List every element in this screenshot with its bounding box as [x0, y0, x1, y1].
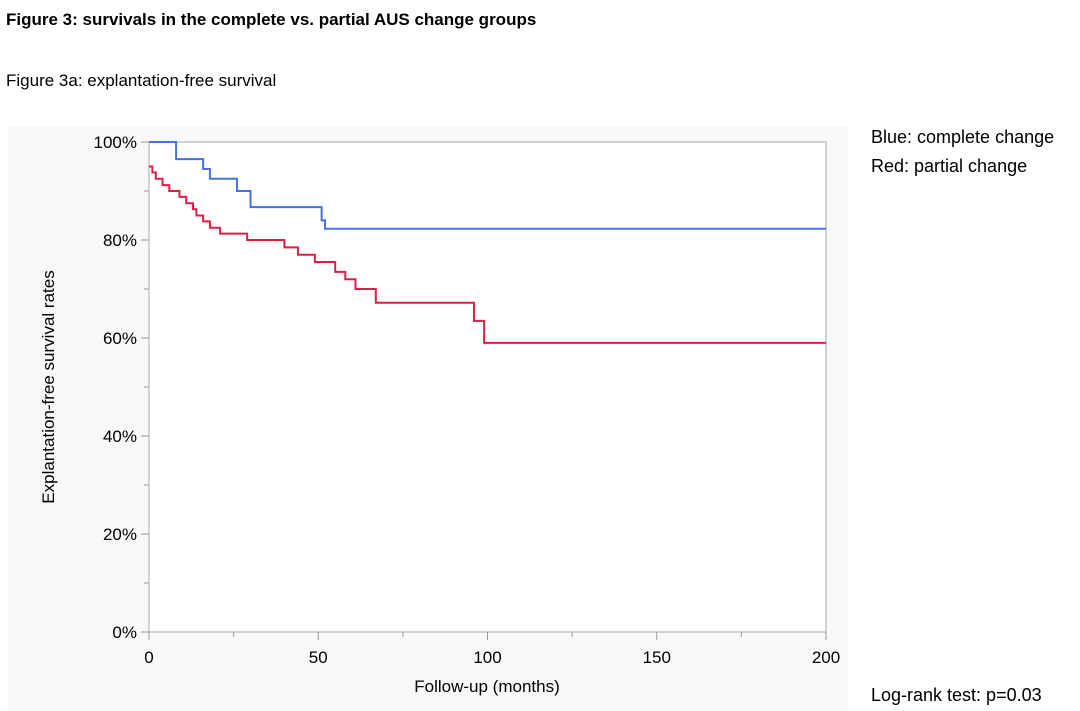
- series-line-partial-change: [149, 165, 826, 344]
- x-tick-label: 100: [473, 648, 501, 667]
- y-tick-label: 20%: [103, 525, 137, 544]
- y-axis-label: Explantation-free survival rates: [39, 270, 58, 503]
- figure-title: Figure 3: survivals in the complete vs. …: [6, 10, 537, 29]
- x-tick-label: 0: [144, 648, 153, 667]
- logrank-annotation: Log-rank test: p=0.03: [871, 685, 1042, 705]
- x-tick-label: 150: [643, 648, 671, 667]
- legend-blue-label: Blue: complete change: [871, 127, 1055, 147]
- x-axis-label: Follow-up (months): [414, 677, 560, 696]
- x-tick-label: 50: [309, 648, 328, 667]
- figure-subtitle: Figure 3a: explantation-free survival: [6, 71, 277, 90]
- y-tick-label: 80%: [103, 231, 137, 250]
- y-tick-label: 40%: [103, 427, 137, 446]
- survival-chart: 0% 20% 40% 60% 80% 100% 0 50 100 150 200 Follow-u…: [39, 133, 840, 696]
- plot-area: [148, 141, 827, 633]
- x-tick-label: 200: [812, 648, 840, 667]
- series-layer: [149, 141, 826, 344]
- series-line-complete-change: [149, 141, 826, 230]
- chart-panel: 0% 20% 40% 60% 80% 100% 0 50 100 150 200 Follow-u…: [8, 126, 848, 711]
- x-axis: 0 50 100 150 200: [144, 632, 840, 667]
- y-axis: 0% 20% 40% 60% 80% 100%: [94, 133, 149, 642]
- y-tick-label: 100%: [94, 133, 137, 152]
- y-tick-label: 0%: [112, 623, 137, 642]
- y-tick-label: 60%: [103, 329, 137, 348]
- legend-red-label: Red: partial change: [871, 156, 1028, 176]
